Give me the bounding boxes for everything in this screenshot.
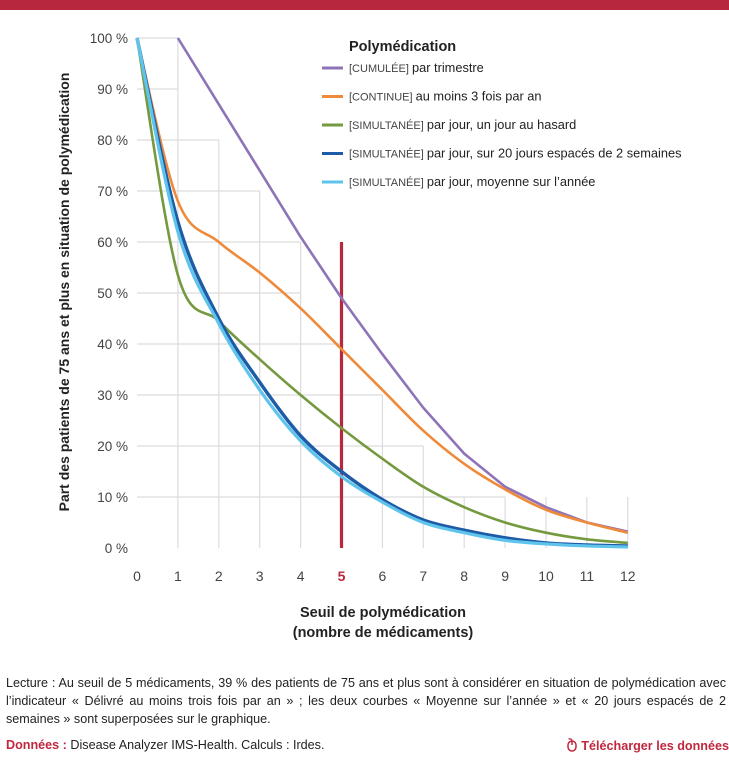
legend-entry-label: par jour, moyenne sur l’année xyxy=(427,174,596,189)
x-tick-label: 2 xyxy=(215,568,223,584)
legend-entry-tag: [SIMULTANÉE] xyxy=(349,119,427,132)
y-tick-label: 100 % xyxy=(90,31,128,46)
chart-legend: Polymédication [CUMULÉE] par trimestre [CO… xyxy=(322,39,682,189)
legend-entry: [CUMULÉE] par trimestre xyxy=(349,60,484,75)
x-tick-label: 0 xyxy=(133,568,141,584)
y-tick-label: 50 % xyxy=(97,286,128,301)
chart-grid xyxy=(137,37,629,548)
legend-entry-tag: [CUMULÉE] xyxy=(349,62,412,75)
header-bar xyxy=(0,0,729,10)
y-tick-label: 0 % xyxy=(105,541,128,556)
data-source: Données : Disease Analyzer IMS-Health. C… xyxy=(6,738,324,752)
y-tick-label: 90 % xyxy=(97,82,128,97)
series-line-cumulee xyxy=(176,37,629,533)
legend-entry: [CONTINUE] au moins 3 fois par an xyxy=(349,89,542,104)
legend-entry-tag: [SIMULTANÉE] xyxy=(349,176,427,189)
legend-title: Polymédication xyxy=(349,39,456,55)
legend-entry-label: par trimestre xyxy=(412,60,484,75)
series-line-2 xyxy=(135,37,628,545)
y-tick-label: 40 % xyxy=(97,337,128,352)
legend-entry-tag: [CONTINUE] xyxy=(349,92,416,104)
x-tick-label: 6 xyxy=(379,568,387,584)
y-tick-label: 30 % xyxy=(97,388,128,403)
x-tick-label: 12 xyxy=(620,568,636,584)
reading-note: Lecture : Au seuil de 5 médicaments, 39 … xyxy=(6,676,726,726)
y-tick-label: 70 % xyxy=(97,184,128,199)
x-tick-label: 3 xyxy=(256,568,264,584)
x-axis-label-line1: Seuil de polymédication xyxy=(300,605,466,621)
x-tick-label: 4 xyxy=(297,568,305,584)
source-text: Disease Analyzer IMS-Health. Calculs : I… xyxy=(70,738,325,752)
polymedication-chart: 0 % 10 % 20 % 30 % 40 % 50 % 60 % 70 % 80 % 90 % 1… xyxy=(56,31,682,641)
series-line-4 xyxy=(135,37,628,549)
x-tick-label: 5 xyxy=(338,568,346,584)
x-tick-label: 7 xyxy=(419,568,427,584)
series-line-1 xyxy=(135,37,629,534)
x-tick-label: 9 xyxy=(501,568,509,584)
y-axis-label: Part des patients de 75 ans et plus en s… xyxy=(56,73,72,512)
y-tick-label: 80 % xyxy=(97,133,128,148)
legend-entry-label: par jour, un jour au hasard xyxy=(427,117,576,132)
chart-axes: 0 % 10 % 20 % 30 % 40 % 50 % 60 % 70 % 80 % 90 % 1… xyxy=(90,31,636,584)
x-tick-label: 8 xyxy=(460,568,468,584)
legend-entry: [SIMULTANÉE] par jour, sur 20 jours espa… xyxy=(349,146,682,161)
legend-entry-tag: [SIMULTANÉE] xyxy=(349,148,427,161)
chart-series xyxy=(135,37,629,549)
legend-entry-label: par jour, sur 20 jours espacés de 2 sema… xyxy=(427,146,682,161)
y-tick-label: 60 % xyxy=(97,235,128,250)
y-tick-label: 20 % xyxy=(97,439,128,454)
legend-entry: [SIMULTANÉE] par jour, moyenne sur l’ann… xyxy=(349,174,595,189)
y-tick-label: 10 % xyxy=(97,490,128,505)
download-data-link[interactable]: Télécharger les données xyxy=(566,738,729,753)
x-axis-label-line2: (nombre de médicaments) xyxy=(293,625,474,641)
mouse-icon xyxy=(566,738,578,752)
x-tick-label: 10 xyxy=(538,568,554,584)
download-label: Télécharger les données xyxy=(581,739,729,753)
legend-entry: [SIMULTANÉE] par jour, un jour au hasard xyxy=(349,117,576,132)
x-tick-label: 1 xyxy=(174,568,182,584)
legend-entry-label: au moins 3 fois par an xyxy=(416,89,542,104)
x-tick-label: 11 xyxy=(580,568,595,584)
source-label: Données : xyxy=(6,738,67,752)
